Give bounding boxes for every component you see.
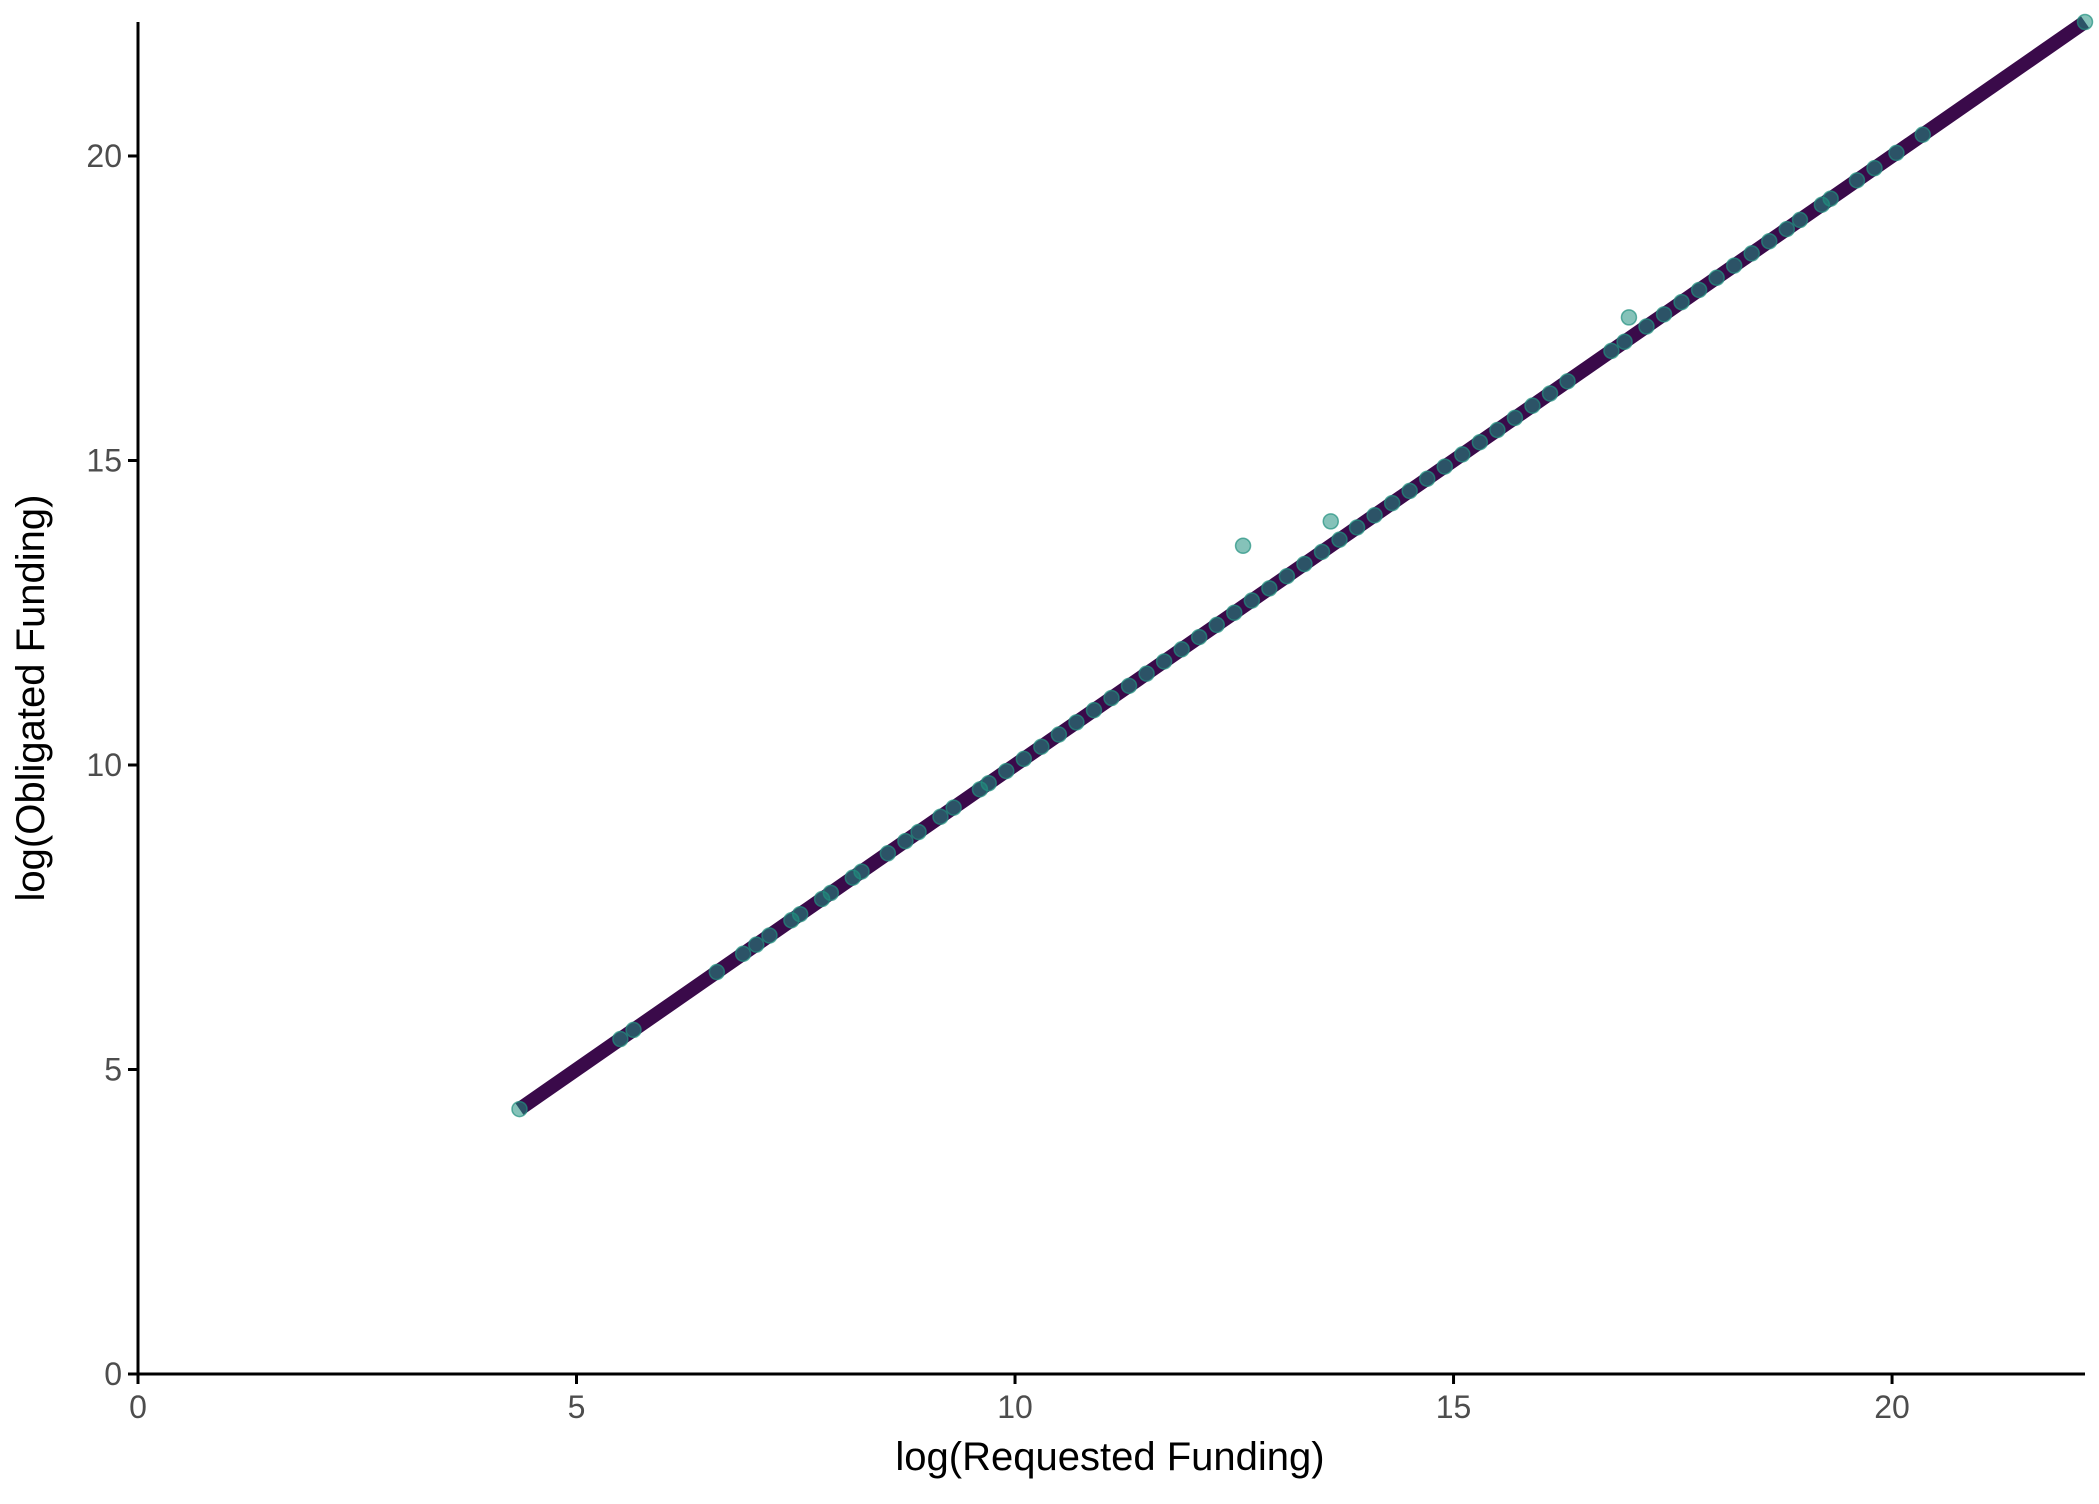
data-point xyxy=(1822,190,1839,207)
y-tick-label: 15 xyxy=(86,442,122,478)
data-point xyxy=(1296,555,1313,573)
data-point xyxy=(1603,342,1620,360)
data-point xyxy=(2076,13,2094,31)
data-point xyxy=(1436,458,1454,475)
data-point xyxy=(1743,245,1760,262)
data-point xyxy=(1366,507,1383,524)
data-point xyxy=(1559,373,1576,390)
data-point xyxy=(791,905,809,923)
data-point xyxy=(612,1030,629,1048)
x-tick-label: 10 xyxy=(997,1389,1033,1425)
data-point xyxy=(932,808,949,826)
data-point xyxy=(1708,269,1725,287)
data-point xyxy=(1331,531,1348,548)
x-tick-label: 0 xyxy=(129,1389,147,1425)
data-point xyxy=(1033,738,1050,755)
data-point xyxy=(1085,701,1103,719)
x-tick-label: 5 xyxy=(568,1389,586,1425)
data-point xyxy=(1383,494,1401,512)
data-point xyxy=(511,1100,528,1118)
data-point xyxy=(1226,604,1243,621)
data-point xyxy=(1778,220,1796,238)
data-point xyxy=(1278,567,1296,585)
data-point xyxy=(980,775,997,792)
data-point xyxy=(1761,232,1778,250)
data-point xyxy=(998,762,1015,780)
data-point xyxy=(1620,309,1638,326)
y-tick-label: 20 xyxy=(86,138,122,174)
data-point xyxy=(761,927,778,944)
data-point xyxy=(1471,433,1489,451)
y-tick-label: 5 xyxy=(104,1051,122,1087)
data-point xyxy=(625,1021,642,1039)
data-point xyxy=(1050,726,1068,743)
points-layer xyxy=(511,13,2094,1118)
data-point xyxy=(734,945,752,963)
y-axis-title: log(Obligated Funding) xyxy=(9,495,53,902)
data-point xyxy=(1138,665,1155,682)
x-tick-label: 15 xyxy=(1436,1389,1472,1425)
data-point xyxy=(879,845,897,862)
data-point xyxy=(853,863,870,880)
data-point xyxy=(708,963,726,981)
data-point xyxy=(1348,519,1366,536)
data-point xyxy=(1243,592,1261,609)
data-point xyxy=(1914,126,1931,143)
data-point xyxy=(1401,482,1418,500)
y-tick-label: 10 xyxy=(86,747,122,783)
data-point xyxy=(1690,281,1708,299)
data-point xyxy=(1489,421,1506,439)
data-point xyxy=(1524,397,1541,414)
data-point xyxy=(945,799,962,816)
x-axis-title: log(Requested Funding) xyxy=(895,1435,1324,1479)
y-tick-label: 0 xyxy=(104,1356,122,1392)
data-point xyxy=(822,884,840,902)
data-point xyxy=(910,823,927,841)
data-point xyxy=(1848,172,1866,189)
data-point xyxy=(1418,470,1436,488)
data-point xyxy=(1103,689,1120,707)
data-point xyxy=(1454,446,1471,463)
data-point xyxy=(1120,677,1138,695)
data-point xyxy=(1261,580,1278,597)
data-point xyxy=(1888,144,1905,162)
data-point xyxy=(1866,159,1883,177)
axes-layer: 0 5 10 15 20 0 5 10 15 20 xyxy=(86,22,2085,1425)
data-point xyxy=(1638,318,1655,335)
data-point xyxy=(1655,306,1673,323)
data-point xyxy=(1541,385,1559,402)
data-point xyxy=(1173,641,1190,658)
data-point xyxy=(1208,616,1225,634)
data-point xyxy=(1234,537,1252,554)
x-tick-label: 20 xyxy=(1874,1389,1910,1425)
data-point xyxy=(1616,333,1633,350)
data-point xyxy=(1155,653,1173,670)
data-point xyxy=(1015,750,1033,768)
data-point xyxy=(1506,409,1524,427)
data-point xyxy=(1313,543,1331,561)
data-point xyxy=(1725,257,1743,274)
data-point xyxy=(1068,714,1085,731)
data-point xyxy=(1322,513,1340,530)
data-point xyxy=(1791,211,1809,229)
data-point xyxy=(1190,628,1208,646)
data-point xyxy=(748,936,765,953)
data-point xyxy=(1673,293,1690,311)
data-point xyxy=(897,832,914,850)
